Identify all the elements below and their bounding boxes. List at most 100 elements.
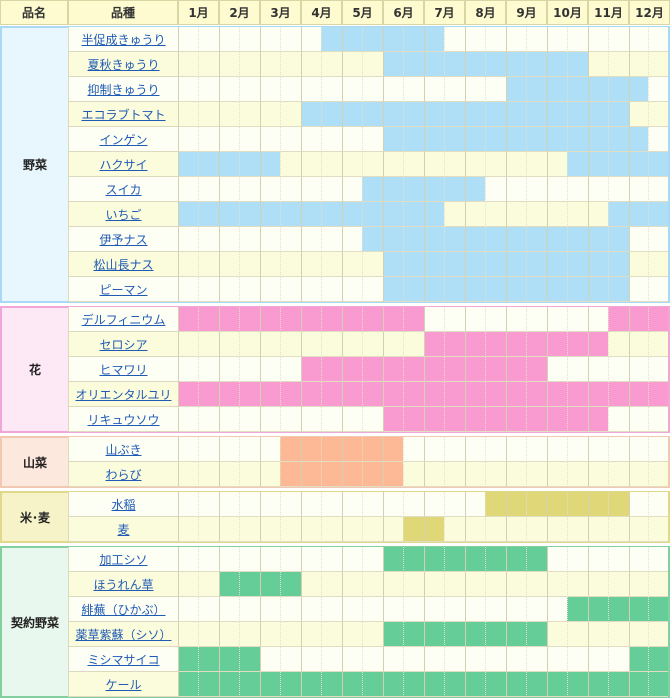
season-cell-active — [526, 77, 547, 102]
season-cell-active — [280, 437, 301, 462]
season-cell-active — [280, 462, 301, 487]
season-cell-active — [424, 277, 444, 302]
crop-link[interactable]: 半促成きゅうり — [81, 32, 166, 47]
crop-link[interactable]: 薬草紫蘇（シソ） — [75, 627, 172, 642]
season-cell — [629, 27, 648, 52]
crop-link[interactable]: 伊予ナス — [99, 232, 148, 247]
crop-link[interactable]: 松山長ナス — [93, 257, 154, 272]
season-cell-active — [198, 647, 219, 672]
season-cell-active — [219, 307, 239, 332]
crop-link[interactable]: ピーマン — [99, 282, 148, 297]
season-cell — [280, 252, 301, 277]
season-cell-active — [424, 27, 444, 52]
crop-link[interactable]: ケール — [105, 677, 142, 692]
season-cell-active — [485, 102, 506, 127]
season-cell — [648, 492, 668, 517]
season-cell — [198, 357, 219, 382]
season-cell — [403, 647, 424, 672]
crop-link[interactable]: 加工シソ — [99, 552, 148, 567]
season-cell-active — [608, 492, 629, 517]
season-cell-active — [465, 357, 485, 382]
season-cell — [567, 462, 588, 487]
crop-link[interactable]: 夏秋きゅうり — [87, 57, 160, 72]
season-cell-active — [444, 227, 465, 252]
season-cell — [362, 277, 383, 302]
season-cell — [608, 622, 629, 647]
season-cell-active — [383, 357, 403, 382]
crop-link[interactable]: 麦 — [117, 522, 130, 537]
season-cell-active — [444, 622, 465, 647]
season-cell — [383, 572, 403, 597]
crop-link[interactable]: 抑制きゅうり — [87, 82, 160, 97]
season-cell-active — [383, 382, 403, 407]
crop-link[interactable]: ヒマワリ — [99, 362, 148, 377]
crop-link[interactable]: いちご — [105, 207, 142, 222]
season-cell — [403, 437, 424, 462]
season-cell — [342, 152, 362, 177]
season-cell-active — [301, 102, 321, 127]
season-cell — [301, 332, 321, 357]
season-cell-active — [547, 102, 567, 127]
season-cell — [362, 252, 383, 277]
season-cell-active — [424, 357, 444, 382]
header-month-2: 2月 — [219, 0, 260, 25]
season-cell — [506, 647, 526, 672]
season-cell — [198, 332, 219, 357]
crop-link[interactable]: わらび — [105, 467, 142, 482]
season-cell — [362, 597, 383, 622]
season-cell — [465, 462, 485, 487]
crop-link[interactable]: リキュウソウ — [87, 412, 160, 427]
season-cell — [547, 177, 567, 202]
season-cell — [280, 27, 301, 52]
season-cell — [383, 517, 403, 542]
season-cell — [383, 492, 403, 517]
season-cell-active — [526, 252, 547, 277]
season-cell — [301, 647, 321, 672]
season-cell-active — [567, 492, 588, 517]
crop-link[interactable]: セロシア — [99, 337, 148, 352]
season-cell — [260, 52, 280, 77]
season-cell — [608, 547, 629, 572]
season-cell-active — [485, 52, 506, 77]
season-cell-active — [383, 407, 403, 432]
season-cell — [424, 462, 444, 487]
season-cell — [547, 517, 567, 542]
crop-link[interactable]: 水稲 — [111, 497, 136, 512]
crop-link[interactable]: ほうれん草 — [93, 577, 154, 592]
crop-link[interactable]: インゲン — [99, 132, 148, 147]
crop-cell: デルフィニウム — [68, 307, 178, 332]
crop-link[interactable]: ミシマサイコ — [87, 652, 160, 667]
season-cell — [444, 202, 465, 227]
season-cell-active — [383, 307, 403, 332]
crop-link[interactable]: デルフィニウム — [81, 312, 166, 327]
season-cell — [219, 277, 239, 302]
season-cell-active — [485, 127, 506, 152]
season-cell — [342, 547, 362, 572]
season-cell — [424, 77, 444, 102]
season-cell-active — [383, 252, 403, 277]
season-cell — [178, 77, 198, 102]
season-cell — [648, 547, 668, 572]
season-cell — [588, 547, 608, 572]
season-cell — [465, 152, 485, 177]
season-cell — [383, 332, 403, 357]
crop-link[interactable]: 山ぶき — [105, 442, 142, 457]
season-cell — [219, 437, 239, 462]
crop-link[interactable]: ハクサイ — [99, 157, 148, 172]
crop-link[interactable]: 緋蕪（ひかぶ） — [81, 602, 166, 617]
season-cell — [383, 77, 403, 102]
season-cell-active — [342, 382, 362, 407]
season-cell — [608, 462, 629, 487]
season-cell — [362, 547, 383, 572]
season-cell-active — [280, 382, 301, 407]
header-category: 品名 — [0, 0, 68, 25]
crop-link[interactable]: オリエンタルユリ — [75, 387, 172, 402]
season-cell — [526, 307, 547, 332]
crop-cell: 半促成きゅうり — [68, 27, 178, 52]
season-cell — [485, 437, 506, 462]
season-cell — [383, 152, 403, 177]
season-cell — [239, 437, 260, 462]
crop-link[interactable]: スイカ — [105, 182, 142, 197]
crop-link[interactable]: エコラブトマト — [81, 107, 166, 122]
